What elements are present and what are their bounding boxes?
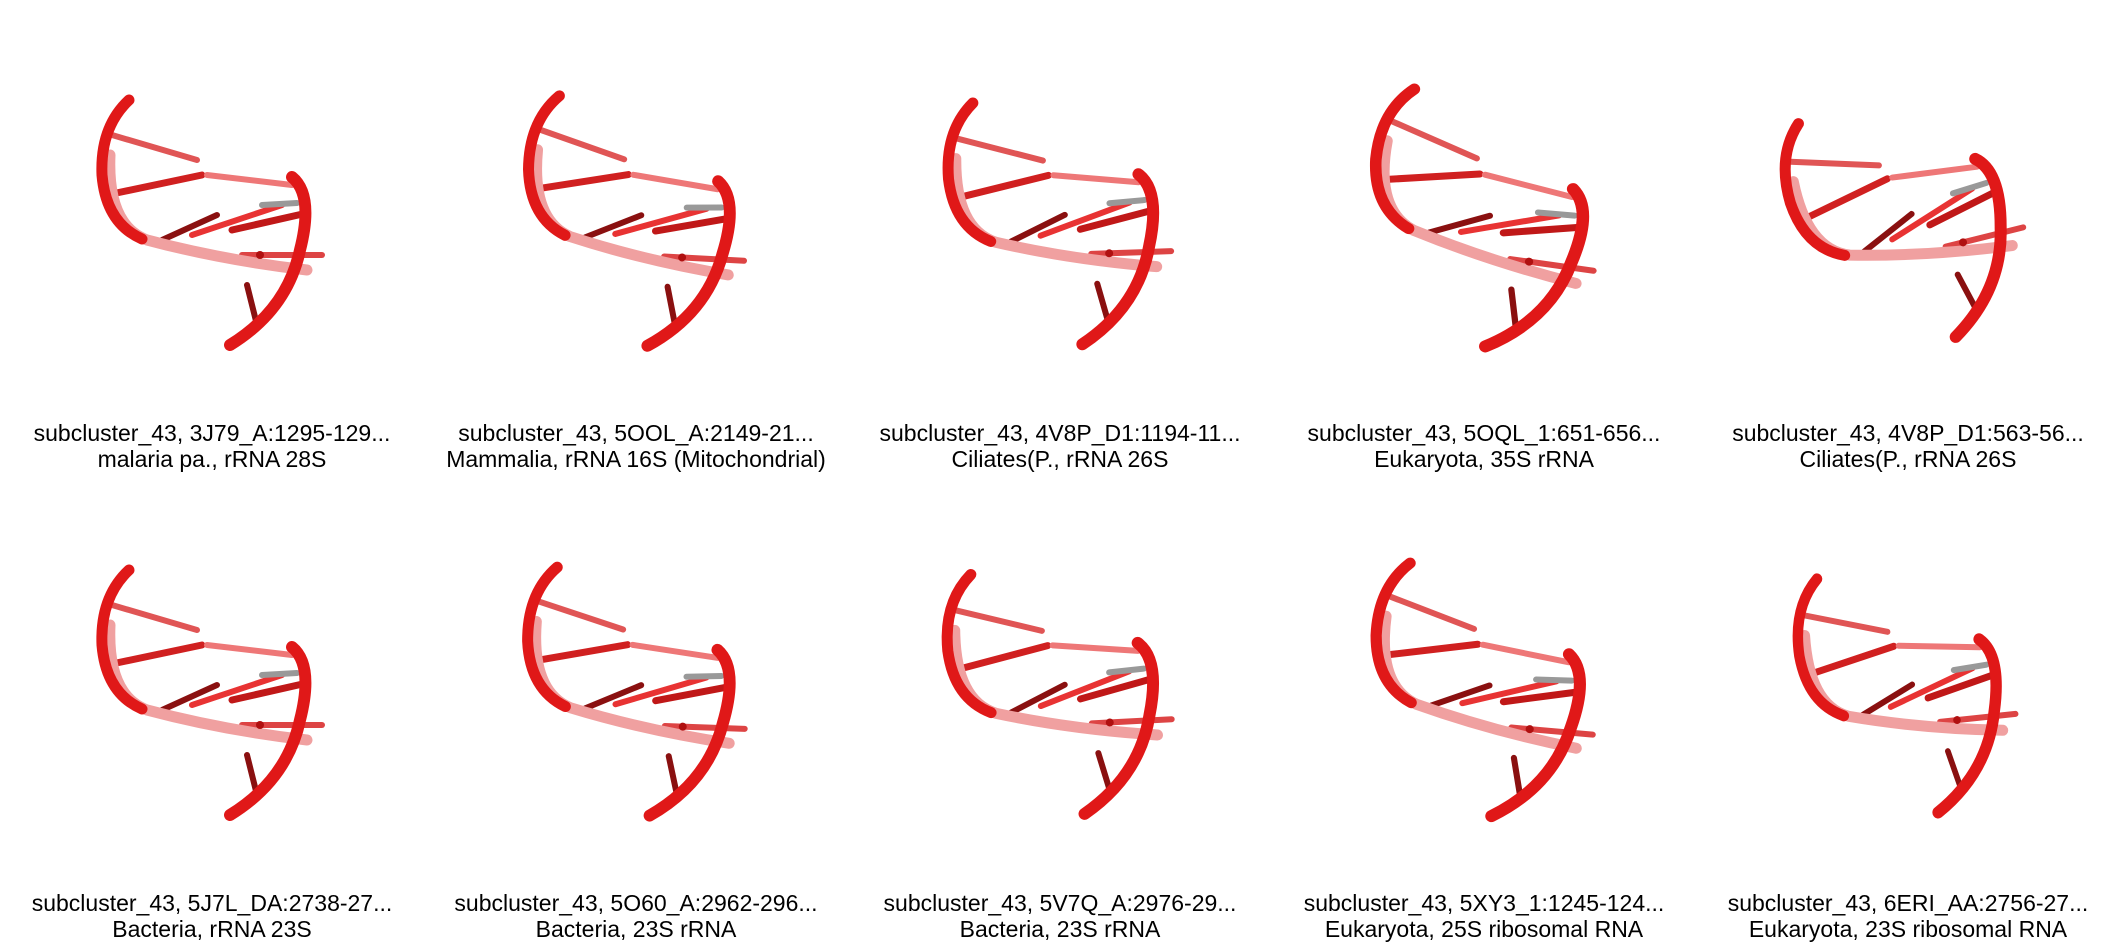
structure-subtitle: Bacteria, rRNA 23S — [112, 916, 312, 942]
structure-tile: subcluster_43, 4V8P_D1:1194-11... Ciliate… — [848, 0, 1272, 472]
structure-tile: subcluster_43, 5XY3_1:1245-124... Eukaryo… — [1272, 470, 1696, 942]
structure-subtitle: Bacteria, 23S rRNA — [535, 916, 737, 942]
structure-title: subcluster_43, 3J79_A:1295-129... — [33, 420, 391, 446]
rna-structure-icon — [96, 94, 325, 351]
structure-title: subcluster_43, 5OOL_A:2149-21... — [458, 420, 814, 446]
rna-structure-icon — [941, 569, 1175, 820]
rna-structure-icon — [1779, 118, 2027, 343]
structure-subtitle: Eukaryota, 23S ribosomal RNA — [1748, 916, 2068, 942]
structure-title: subcluster_43, 6ERI_AA:2756-27... — [1727, 890, 2089, 916]
structure-tile: subcluster_43, 5O60_A:2962-296... Bacteri… — [424, 470, 848, 942]
structure-tile: subcluster_43, 5V7Q_A:2976-29... Bacteria… — [848, 470, 1272, 942]
structure-title: subcluster_43, 5XY3_1:1245-124... — [1303, 890, 1665, 916]
structure-tile: subcluster_43, 4V8P_D1:563-56... Ciliates… — [1696, 0, 2120, 472]
structure-title: subcluster_43, 4V8P_D1:563-56... — [1732, 420, 2084, 446]
structure-subtitle: Eukaryota, 35S rRNA — [1374, 446, 1594, 472]
structure-subtitle: Mammalia, rRNA 16S (Mitochondrial) — [446, 446, 826, 472]
rna-structure-icon — [942, 97, 1175, 351]
structure-tile: subcluster_43, 5J7L_DA:2738-27... Bacteri… — [0, 470, 424, 942]
structure-title: subcluster_43, 5OQL_1:651-656... — [1307, 420, 1661, 446]
structure-subtitle: Ciliates(P., rRNA 26S — [951, 446, 1169, 472]
rna-structure-icon — [1369, 83, 1597, 353]
rna-structure-icon — [1792, 573, 2019, 819]
rna-structure-icon — [522, 561, 748, 822]
structure-tile: subcluster_43, 3J79_A:1295-129... malaria… — [0, 0, 424, 472]
structure-title: subcluster_43, 5O60_A:2962-296... — [454, 890, 818, 916]
rna-structure-icon — [523, 90, 748, 352]
rna-structure-icon — [1370, 557, 1596, 823]
structure-subtitle: malaria pa., rRNA 28S — [97, 446, 327, 472]
rna-structure-icon — [96, 564, 325, 821]
structure-tile: subcluster_43, 5OOL_A:2149-21... Mammalia… — [424, 0, 848, 472]
structure-title: subcluster_43, 4V8P_D1:1194-11... — [879, 420, 1241, 446]
structure-tile: subcluster_43, 5OQL_1:651-656... Eukaryot… — [1272, 0, 1696, 472]
structure-subtitle: Bacteria, 23S rRNA — [959, 916, 1161, 942]
structure-title: subcluster_43, 5J7L_DA:2738-27... — [31, 890, 393, 916]
structure-subtitle: Eukaryota, 25S ribosomal RNA — [1324, 916, 1644, 942]
structure-tile: subcluster_43, 6ERI_AA:2756-27... Eukaryo… — [1696, 470, 2120, 942]
structure-title: subcluster_43, 5V7Q_A:2976-29... — [883, 890, 1237, 916]
structure-subtitle: Ciliates(P., rRNA 26S — [1799, 446, 2017, 472]
